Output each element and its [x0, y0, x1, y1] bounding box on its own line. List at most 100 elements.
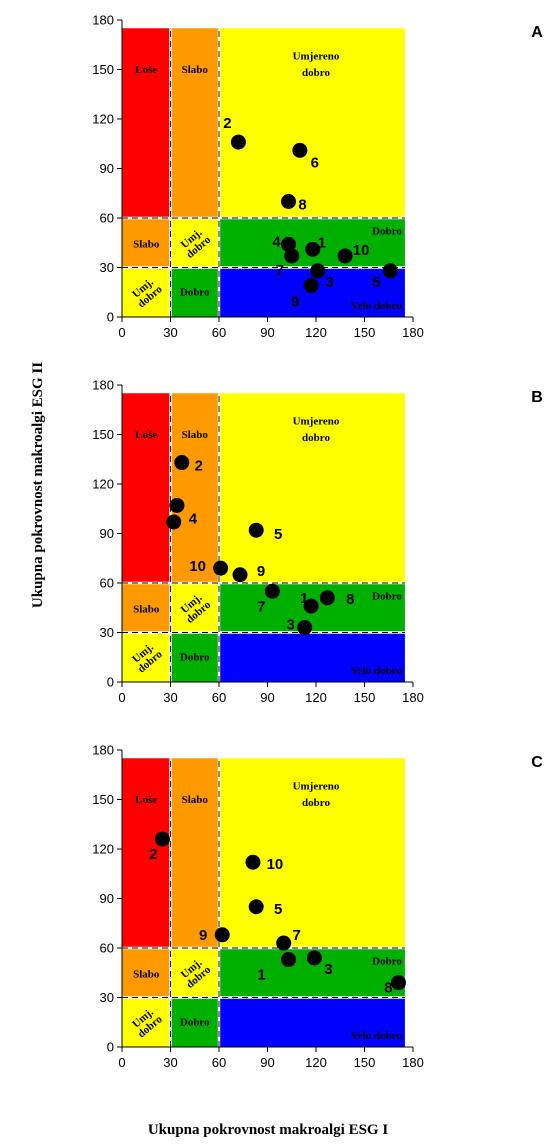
y-tick-label: 150 — [92, 792, 114, 807]
x-tick-label: 30 — [163, 1055, 177, 1070]
x-tick-label: 90 — [260, 325, 274, 340]
x-tick-label: 180 — [402, 690, 424, 705]
zone-umjereno-dobro — [219, 393, 405, 583]
point-label: 1 — [300, 590, 308, 607]
zone-label-umjereno-dobro: dobro — [302, 67, 330, 79]
data-point — [248, 899, 264, 915]
data-point — [292, 142, 308, 158]
point-label: 7 — [276, 262, 284, 279]
point-label: 10 — [353, 242, 370, 259]
data-point — [245, 854, 261, 870]
y-tick-label: 150 — [92, 427, 114, 442]
zone-label-dobro: Dobro — [372, 591, 402, 603]
zone-dobro-low — [170, 997, 219, 1047]
point-label: 7 — [257, 598, 265, 615]
x-tick-label: 150 — [354, 325, 376, 340]
point-label: 2 — [223, 115, 231, 132]
zone-label-slabo-left: Slabo — [133, 604, 160, 616]
zone-lose — [122, 393, 171, 583]
y-tick-label: 120 — [92, 477, 114, 492]
zone-vrlo-dobro — [219, 997, 405, 1047]
point-label: 8 — [384, 980, 392, 997]
y-tick-label: 60 — [100, 941, 114, 956]
y-tick-label: 30 — [100, 990, 114, 1005]
zone-label-slabo-left: Slabo — [133, 239, 160, 251]
y-tick-label: 120 — [92, 842, 114, 857]
zone-vrlo-dobro — [219, 632, 405, 682]
zone-umj-dobro-mid — [170, 948, 219, 998]
zone-label-dobro-low: Dobro — [180, 287, 210, 299]
zone-label-dobro-low: Dobro — [180, 1017, 210, 1029]
zone-dobro-low — [170, 267, 219, 317]
y-tick-label: 0 — [107, 310, 114, 325]
zone-slabo-left — [122, 948, 171, 998]
y-tick-label: 0 — [107, 675, 114, 690]
data-point — [281, 236, 297, 252]
x-tick-label: 0 — [118, 1055, 125, 1070]
zone-umj-dobro-low — [122, 632, 171, 682]
zone-label-lose: Loše — [135, 429, 157, 441]
point-label: 10 — [189, 558, 206, 575]
point-label: 2 — [195, 458, 203, 475]
y-tick-label: 180 — [92, 13, 114, 28]
data-point — [248, 522, 264, 538]
y-tick-label: 120 — [92, 112, 114, 127]
point-label: 4 — [189, 510, 198, 527]
y-tick-label: 90 — [100, 161, 114, 176]
zone-dobro-low — [170, 632, 219, 682]
y-tick-label: 180 — [92, 743, 114, 758]
zone-slabo-upper — [170, 393, 219, 583]
zone-slabo-upper — [170, 758, 219, 948]
y-axis-title: Ukupna pokrovnost makroalgi ESG II — [30, 362, 46, 608]
data-point — [281, 952, 297, 968]
point-label: 9 — [257, 563, 265, 580]
data-point — [169, 497, 185, 513]
zone-label-dobro-low: Dobro — [180, 652, 210, 664]
zone-umj-dobro-low — [122, 267, 171, 317]
data-point — [154, 831, 170, 847]
y-tick-label: 0 — [107, 1040, 114, 1055]
panel-letter: A — [531, 24, 543, 41]
point-label: 8 — [298, 197, 306, 214]
data-point — [306, 950, 322, 966]
data-point — [303, 598, 319, 614]
x-tick-label: 60 — [212, 325, 226, 340]
zone-label-slabo-left: Slabo — [133, 969, 160, 981]
panel-letter: C — [531, 754, 543, 771]
x-tick-label: 180 — [402, 1055, 424, 1070]
zone-label-lose: Loše — [135, 64, 157, 76]
zone-slabo-left — [122, 218, 171, 268]
y-tick-label: 150 — [92, 62, 114, 77]
data-point — [174, 455, 190, 471]
data-point — [281, 194, 297, 209]
zone-label-vrlo-dobro: Vrlo dobro — [351, 300, 403, 312]
point-label: 5 — [372, 274, 380, 291]
data-point — [319, 590, 335, 606]
point-label: 3 — [324, 961, 332, 978]
data-point — [310, 263, 326, 279]
zone-umjereno-dobro — [219, 28, 405, 218]
y-tick-label: 90 — [100, 526, 114, 541]
zone-umj-dobro-low — [122, 997, 171, 1047]
zone-label-dobro: Dobro — [372, 956, 402, 968]
data-point — [337, 248, 353, 264]
x-tick-label: 90 — [260, 690, 274, 705]
point-label: 3 — [325, 274, 333, 291]
zone-label-vrlo-dobro: Vrlo dobro — [351, 665, 403, 677]
zone-label-lose: Loše — [135, 794, 157, 806]
zone-label-dobro: Dobro — [372, 226, 402, 238]
zone-label-slabo: Slabo — [182, 429, 209, 441]
zone-label-slabo: Slabo — [182, 794, 209, 806]
data-point — [382, 263, 398, 279]
data-point — [305, 241, 321, 257]
zone-label-vrlo-dobro: Vrlo dobro — [351, 1030, 403, 1042]
zone-lose — [122, 28, 171, 218]
data-point — [264, 583, 280, 599]
zone-label-slabo: Slabo — [182, 64, 209, 76]
data-point — [213, 560, 229, 576]
x-tick-label: 0 — [118, 690, 125, 705]
zone-label-umjereno-dobro: dobro — [302, 432, 330, 444]
